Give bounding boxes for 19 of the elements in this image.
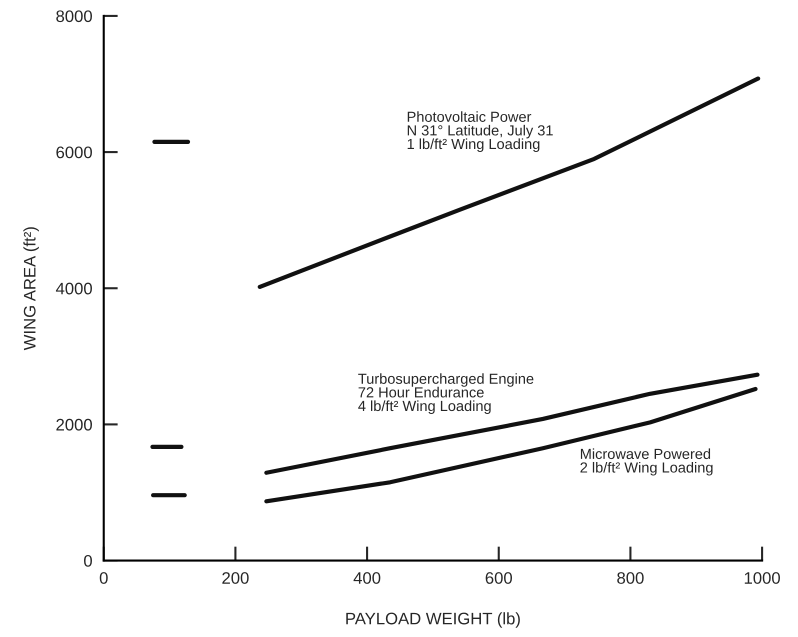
annotation: Turbosupercharged Engine 72 Hour Endurance 4 lb/ft² Wing Loading [358, 373, 534, 414]
y-tick-label: 2000 [56, 418, 92, 431]
annotation: Microwave Powered 2 lb/ft² Wing Loading [580, 448, 713, 476]
y-tick-label: 0 [84, 554, 92, 567]
x-tick-label: 1000 [744, 572, 780, 584]
line-series [264, 372, 760, 475]
y-tick-label: 8000 [56, 10, 92, 22]
x-tick-label: 800 [617, 572, 644, 584]
line-series [258, 76, 760, 289]
x-tick-label: 0 [100, 572, 108, 584]
x-tick-label: 600 [486, 572, 512, 584]
y-tick-label: 4000 [56, 282, 92, 294]
annotation: Photovoltaic Power N 31° Latitude, July 31 1 lb/ft² Wing Loading [408, 111, 553, 152]
x-tick-label: 400 [354, 572, 380, 584]
y-axis-title: WING AREA (ft²) [23, 227, 39, 350]
x-axis-title: PAYLOAD WEIGHT (lb) [346, 612, 520, 628]
y-tick-label: 6000 [56, 146, 92, 158]
x-tick-label: 200 [222, 572, 249, 584]
line-series [264, 386, 758, 504]
